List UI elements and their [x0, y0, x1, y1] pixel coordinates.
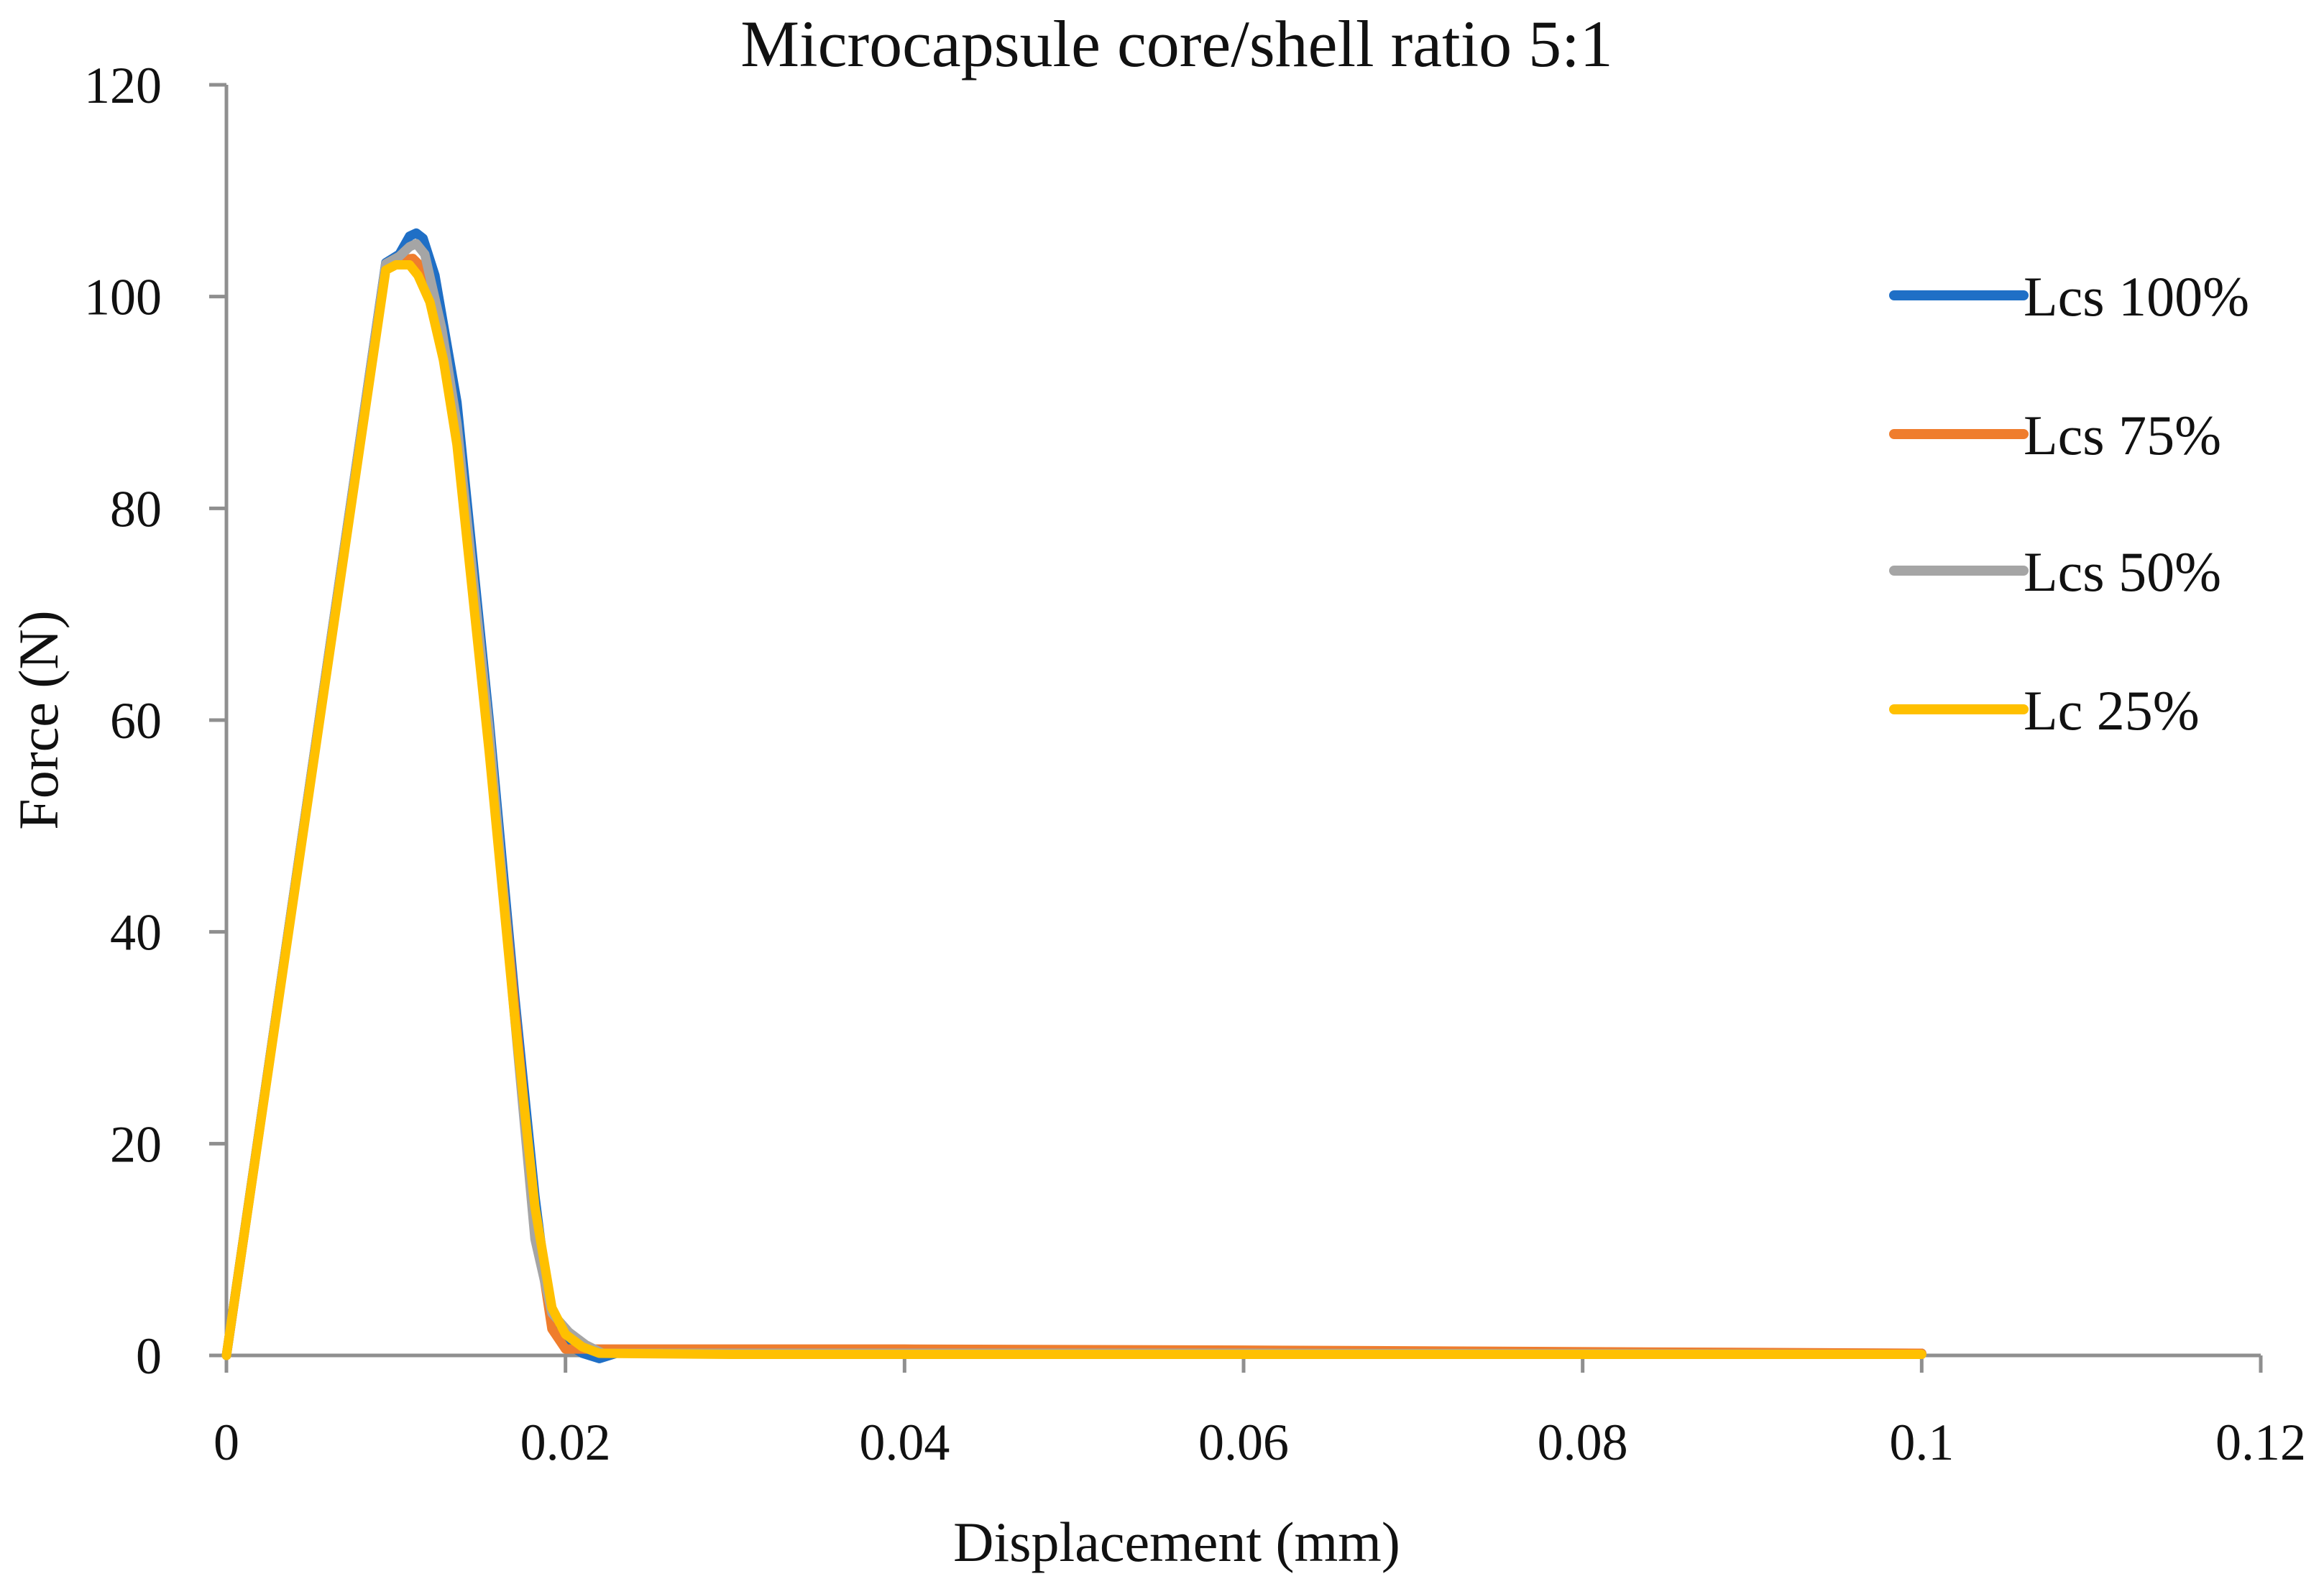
x-tick-label: 0.04	[859, 1414, 950, 1471]
y-tick-label: 0	[136, 1327, 162, 1385]
legend-label: Lcs 75%	[2024, 404, 2221, 466]
x-ticks: 0 0.02 0.04 0.06 0.08 0.1 0.12	[213, 1355, 2306, 1471]
x-tick-label: 0.1	[1889, 1414, 1954, 1471]
series-line-2	[221, 239, 1926, 1360]
series-line-3	[221, 259, 1926, 1360]
y-tick-label: 20	[110, 1115, 162, 1173]
y-ticks: 0 20 40 60 80 100 120	[84, 57, 226, 1385]
x-tick-label: 0.08	[1538, 1414, 1628, 1471]
legend: Lcs 100% Lcs 75% Lcs 50% Lc 25%	[1889, 265, 2249, 742]
legend-item: Lcs 75%	[1889, 404, 2221, 466]
series-line-1	[221, 254, 1926, 1360]
legend-item: Lc 25%	[1889, 679, 2200, 742]
y-tick-label: 120	[84, 57, 162, 114]
series-lines	[221, 228, 1926, 1363]
series-line-0	[221, 228, 1926, 1363]
x-tick-label: 0.12	[2215, 1414, 2306, 1471]
y-axis-title: Force (N)	[7, 610, 70, 829]
chart-title: Microcapsule core/shell ratio 5:1	[740, 7, 1612, 80]
legend-label: Lcs 50%	[2024, 540, 2221, 603]
legend-item: Lcs 100%	[1889, 265, 2249, 328]
y-tick-label: 60	[110, 692, 162, 750]
y-tick-label: 80	[110, 480, 162, 538]
legend-item: Lcs 50%	[1889, 540, 2221, 603]
x-tick-label: 0	[213, 1414, 239, 1471]
legend-label: Lcs 100%	[2024, 265, 2249, 328]
x-tick-label: 0.02	[520, 1414, 611, 1471]
x-tick-label: 0.06	[1198, 1414, 1289, 1471]
y-tick-label: 40	[110, 904, 162, 962]
legend-label: Lc 25%	[2024, 679, 2200, 742]
y-tick-label: 100	[84, 269, 162, 326]
x-axis-title: Displacement (mm)	[953, 1511, 1400, 1573]
